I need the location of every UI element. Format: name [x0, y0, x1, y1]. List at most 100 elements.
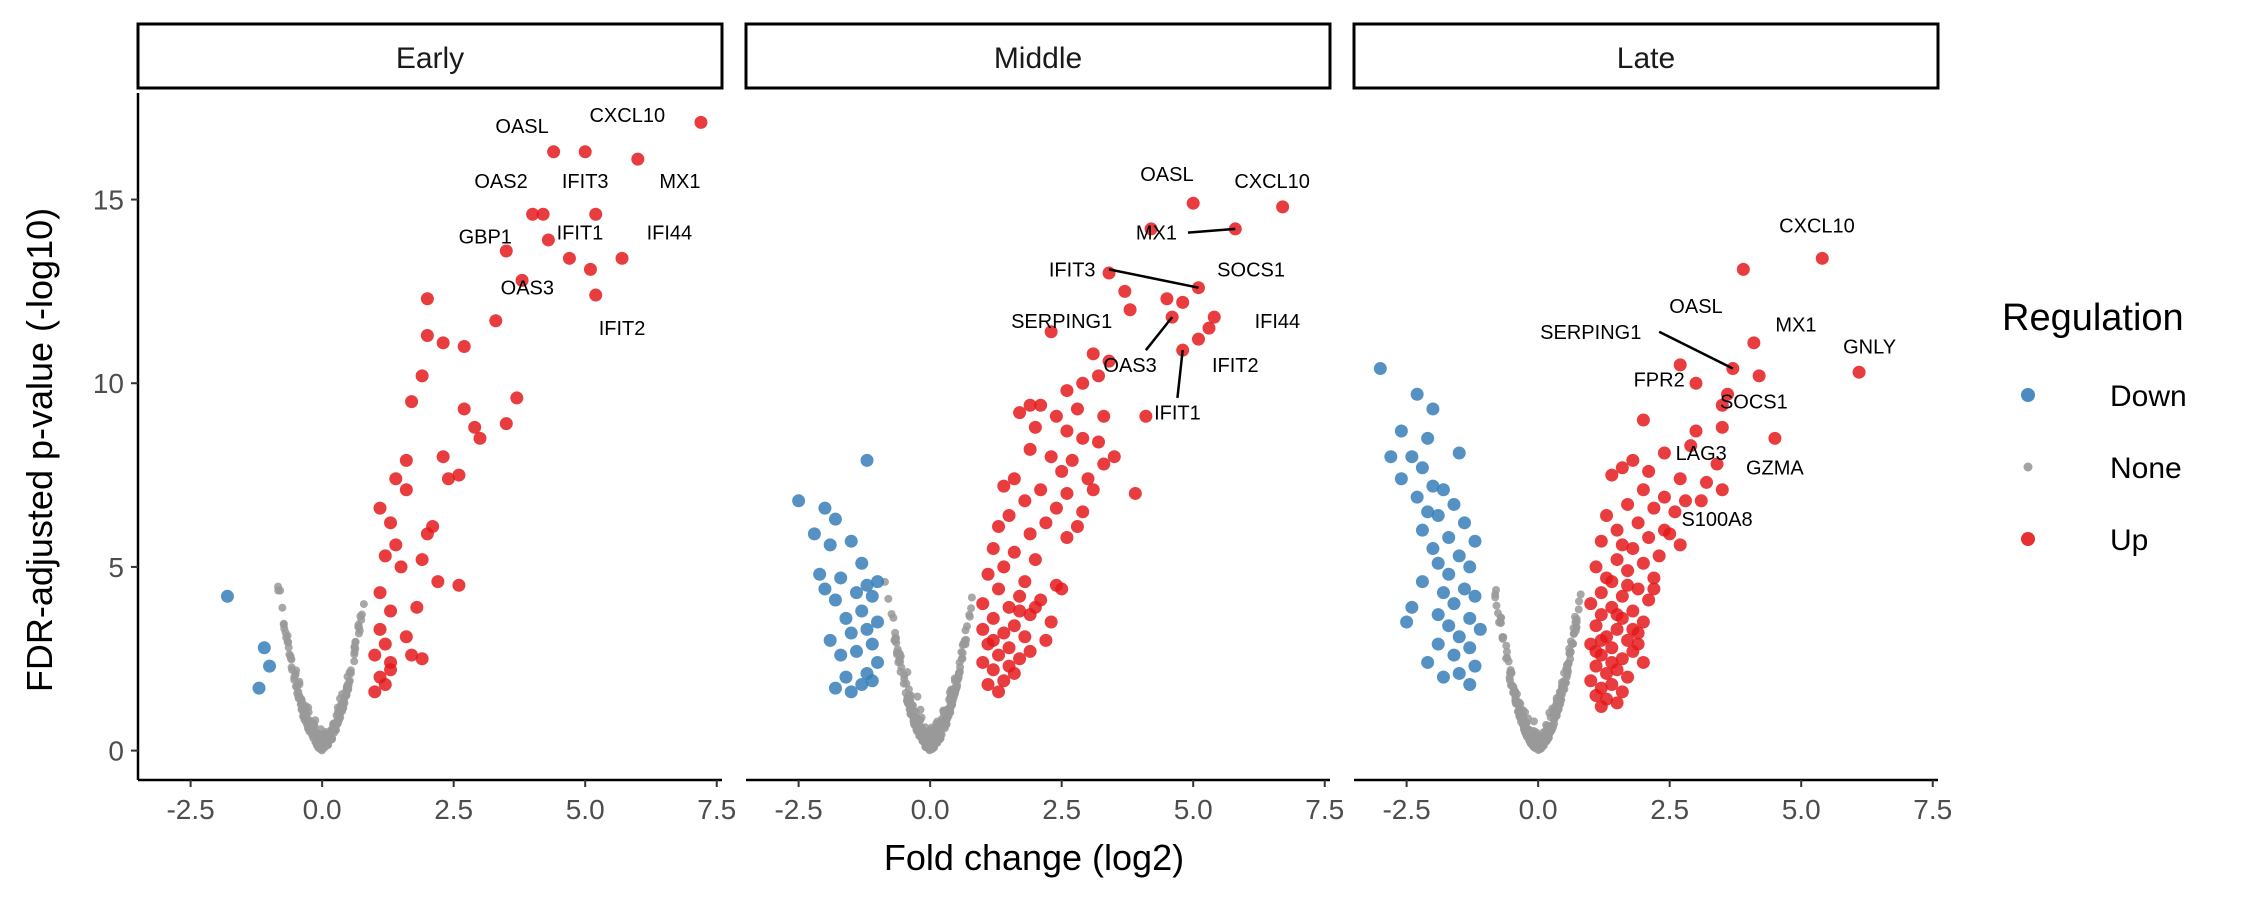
point-up: [368, 648, 382, 662]
point-none: [946, 705, 955, 714]
x-tick-label: 0.0: [911, 794, 950, 825]
point-up: [1852, 365, 1866, 379]
gene-label-ifi44: IFI44: [1255, 311, 1301, 333]
point-up: [589, 288, 603, 302]
point-none: [1498, 633, 1507, 642]
gene-label-serping1: SERPING1: [1011, 311, 1112, 333]
point-up: [583, 262, 597, 276]
x-tick-label: 2.5: [1650, 794, 1689, 825]
point-none: [278, 603, 287, 612]
point-up: [1689, 376, 1703, 390]
point-down: [1384, 450, 1398, 464]
point-up: [1605, 677, 1619, 691]
point-up: [1668, 505, 1682, 519]
point-up: [1610, 553, 1624, 567]
point-up: [1076, 431, 1090, 445]
point-up: [1092, 369, 1106, 383]
x-tick-label: 0.0: [1519, 794, 1558, 825]
point-down: [844, 626, 858, 640]
gene-label-ifit2: IFIT2: [1212, 355, 1259, 377]
point-down: [871, 615, 885, 629]
point-up: [986, 663, 1000, 677]
point-up: [1186, 196, 1200, 210]
point-up: [1642, 464, 1656, 478]
point-up: [1007, 545, 1021, 559]
gene-label-mx1: MX1: [1775, 314, 1816, 336]
point-up: [1621, 564, 1635, 578]
point-up: [1621, 497, 1635, 511]
point-up: [1621, 670, 1635, 684]
gene-label-oasl: OASL: [495, 116, 548, 138]
point-none: [285, 650, 294, 659]
point-down: [1442, 619, 1456, 633]
point-up: [1039, 516, 1053, 530]
point-up: [1621, 578, 1635, 592]
point-up: [1055, 582, 1069, 596]
point-none: [327, 732, 336, 741]
point-down: [1426, 402, 1440, 416]
point-up: [1049, 501, 1063, 515]
gene-label-ifit1: IFIT1: [557, 223, 604, 245]
point-down: [839, 611, 853, 625]
point-none: [1559, 677, 1568, 686]
point-up: [536, 207, 550, 221]
point-none: [335, 709, 344, 718]
facet-strip: [1352, 22, 1940, 90]
point-down: [1452, 446, 1466, 460]
point-down: [1394, 424, 1408, 438]
point-up: [1013, 652, 1027, 666]
x-tick-label: 7.5: [1305, 794, 1344, 825]
point-down: [855, 604, 869, 618]
point-up: [1589, 644, 1603, 658]
point-down: [849, 586, 863, 600]
point-down: [823, 633, 837, 647]
point-up: [1715, 483, 1729, 497]
point-up: [1044, 450, 1058, 464]
point-down: [1436, 483, 1450, 497]
point-down: [849, 644, 863, 658]
point-up: [1631, 516, 1645, 530]
point-up: [499, 244, 513, 258]
point-up: [1076, 376, 1090, 390]
point-up: [1191, 332, 1205, 346]
point-none: [1502, 647, 1511, 656]
point-up: [1610, 523, 1624, 537]
gene-label-mx1: MX1: [1136, 223, 1177, 245]
point-down: [871, 655, 885, 669]
point-up: [1678, 494, 1692, 508]
gene-label-oas3: OAS3: [501, 278, 554, 300]
point-up: [1018, 494, 1032, 508]
point-none: [314, 729, 323, 738]
point-down: [828, 593, 842, 607]
point-up: [1589, 659, 1603, 673]
gene-label-cxcl10: CXCL10: [589, 105, 665, 127]
point-up: [986, 633, 1000, 647]
facet-early: Early 0 5 10 15 -2.5 0.0 2.5 5.0 7.5 CXCL10 OASL OAS…: [93, 22, 736, 825]
point-down: [1463, 641, 1477, 655]
point-up: [1636, 655, 1650, 669]
point-none: [925, 733, 934, 742]
point-none: [1536, 735, 1545, 744]
facet-strip-label: Early: [396, 42, 464, 75]
point-up: [1092, 435, 1106, 449]
point-up: [1636, 615, 1650, 629]
point-up: [541, 233, 555, 247]
point-none: [336, 694, 345, 703]
point-up: [1123, 303, 1137, 317]
gene-label-ifit1: IFIT1: [1154, 403, 1201, 425]
point-up: [405, 648, 419, 662]
point-up: [457, 402, 471, 416]
point-up: [997, 626, 1011, 640]
point-down: [1431, 637, 1445, 651]
gene-label-gbp1: GBP1: [459, 226, 512, 248]
point-up: [1086, 347, 1100, 361]
x-tick-label: -2.5: [1382, 794, 1430, 825]
point-up: [1715, 420, 1729, 434]
point-down: [855, 677, 869, 691]
point-up: [499, 417, 513, 431]
point-up: [992, 648, 1006, 662]
point-up: [373, 501, 387, 515]
x-tick-label: 5.0: [1174, 794, 1213, 825]
point-none: [359, 600, 368, 609]
point-up: [1610, 622, 1624, 636]
